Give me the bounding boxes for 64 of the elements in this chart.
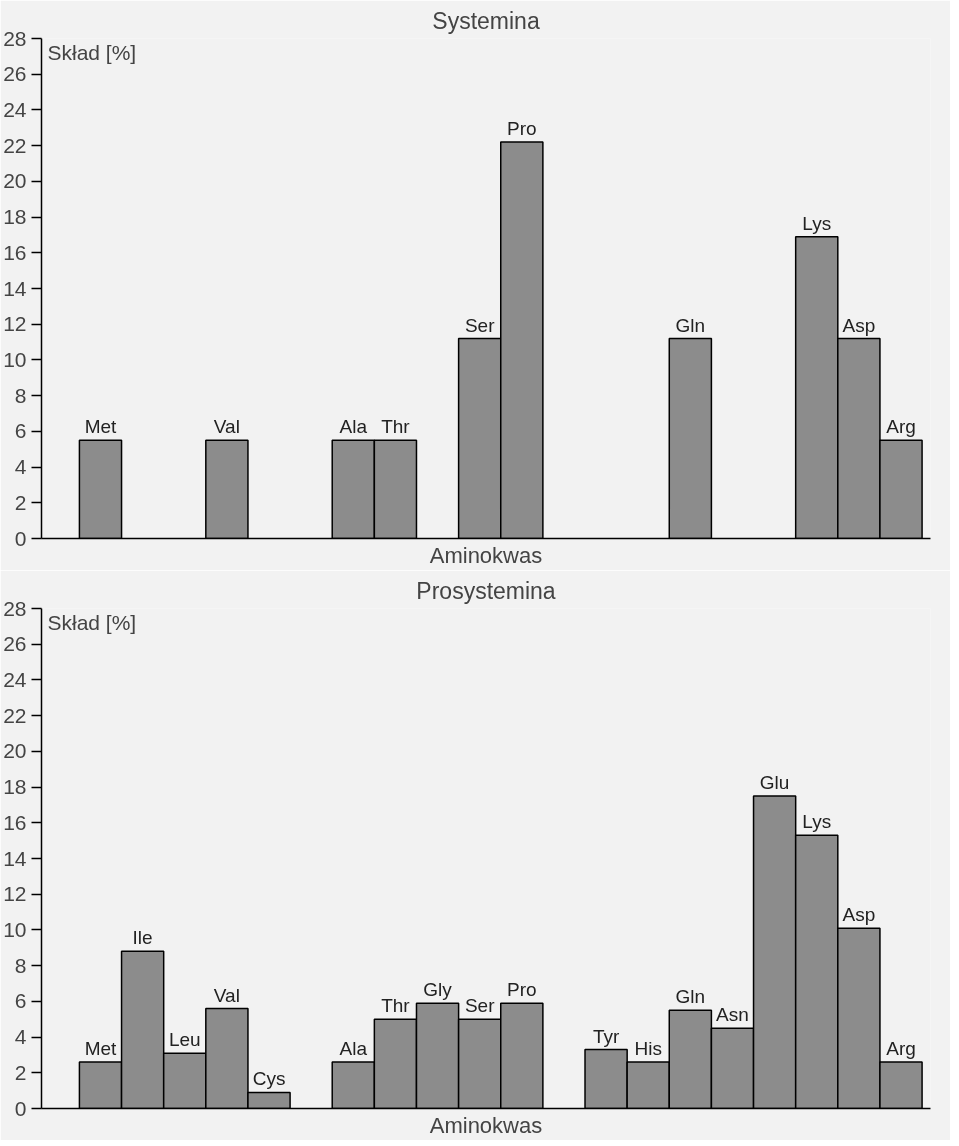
chart-title: Prosystemina (416, 577, 556, 604)
y-tick-label: 26 (3, 632, 27, 656)
y-tick-label: 12 (3, 312, 27, 336)
y-tick-label: 22 (3, 133, 27, 157)
x-tick-label: Lys (802, 212, 832, 234)
y-tick-label: 12 (3, 882, 27, 906)
y-tick-label: 24 (3, 97, 27, 121)
y-tick-label: 14 (3, 276, 27, 300)
x-tick-label: Met (84, 416, 118, 438)
y-tick-label: 22 (3, 703, 27, 727)
x-tick-label: Val (213, 416, 240, 438)
x-tick-label: Thr (381, 416, 411, 438)
x-tick-label: Asp (842, 314, 876, 336)
y-tick-label: 20 (3, 739, 27, 763)
y-tick-label: 0 (14, 1096, 27, 1120)
x-tick-label: Tyr (592, 1025, 620, 1047)
y-tick-label: 28 (3, 596, 27, 620)
x-tick-label: His (634, 1038, 662, 1060)
x-tick-label: Gly (423, 979, 453, 1001)
x-tick-label: Lys (802, 811, 832, 833)
x-tick-label: Gln (675, 314, 706, 336)
x-tick-label: Ser (464, 314, 496, 336)
y-tick-label: 18 (3, 775, 27, 799)
x-tick-label: Asp (842, 904, 876, 926)
x-tick-label: Glu (759, 772, 790, 793)
y-axis-title: Skład [%] (47, 40, 137, 64)
y-tick-label: 14 (3, 846, 27, 870)
x-tick-label: Pro (507, 979, 537, 1001)
x-tick-label: Met (84, 1038, 118, 1060)
y-tick-label: 16 (3, 810, 27, 834)
x-tick-label: Thr (381, 995, 411, 1017)
y-tick-label: 4 (14, 455, 27, 479)
y-tick-label: 4 (14, 1025, 27, 1049)
x-tick-label: Asn (716, 1004, 749, 1026)
x-tick-label: Arg (886, 1038, 916, 1060)
x-tick-label: Leu (168, 1029, 201, 1051)
y-tick-label: 10 (3, 917, 27, 941)
x-tick-label: Cys (252, 1068, 286, 1090)
x-tick-label: Ala (339, 1038, 368, 1060)
y-tick-label: 26 (3, 62, 27, 86)
y-tick-label: 8 (14, 383, 27, 407)
y-tick-label: 2 (14, 490, 27, 514)
y-tick-label: 24 (3, 667, 27, 691)
x-tick-label: Val (213, 984, 240, 1006)
y-tick-label: 20 (3, 169, 27, 193)
y-tick-label: 8 (14, 953, 27, 977)
x-tick-label: Ile (132, 927, 153, 949)
y-tick-label: 6 (14, 419, 27, 443)
x-tick-label: Arg (886, 416, 916, 438)
y-tick-label: 28 (3, 26, 27, 50)
y-tick-label: 10 (3, 347, 27, 371)
chart-title: Systemina (432, 7, 540, 34)
x-tick-label: Ser (464, 995, 496, 1017)
y-tick-label: 0 (14, 526, 27, 550)
y-tick-label: 2 (14, 1060, 27, 1084)
x-axis-title: Aminokwas (429, 542, 543, 568)
x-tick-label: Ala (339, 416, 368, 438)
x-tick-label: Gln (675, 986, 706, 1008)
y-axis-title: Skład [%] (47, 610, 137, 634)
x-axis-title: Aminokwas (429, 1112, 543, 1138)
y-tick-label: 16 (3, 240, 27, 264)
x-tick-label: Pro (507, 118, 537, 140)
y-tick-label: 6 (14, 989, 27, 1013)
y-tick-label: 18 (3, 205, 27, 229)
